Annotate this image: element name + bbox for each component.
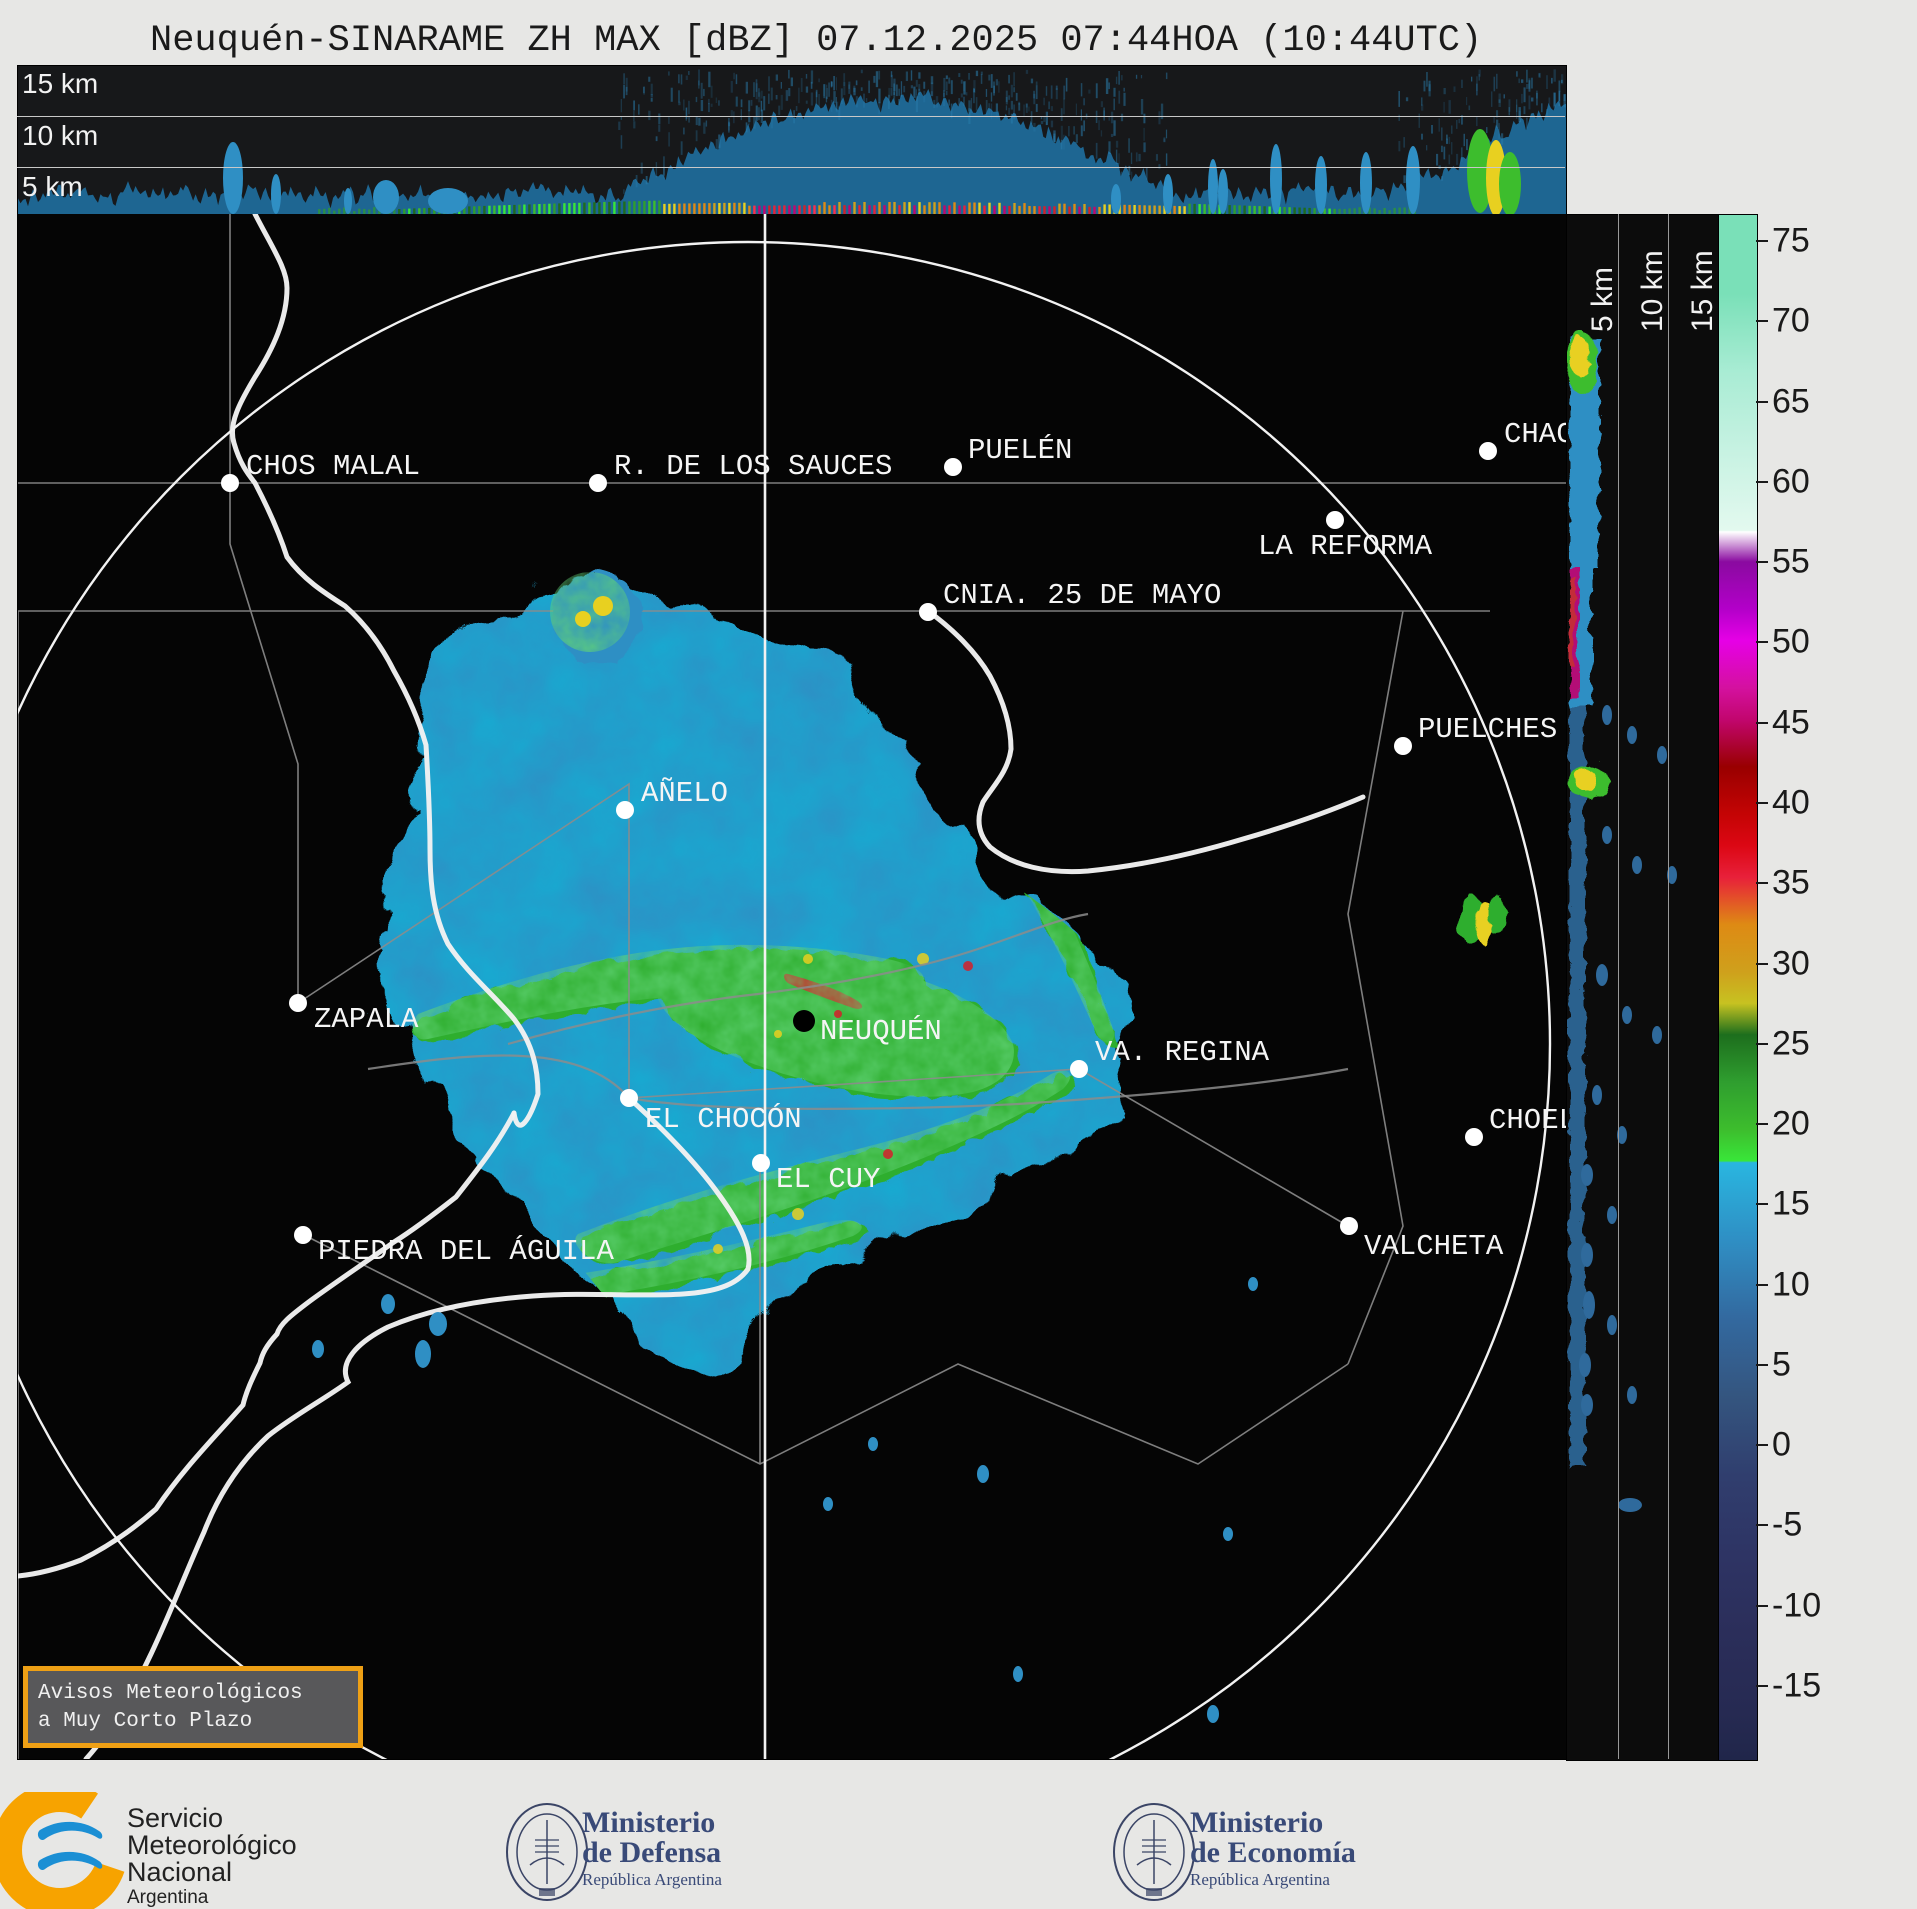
svg-text:R. DE LOS SAUCES: R. DE LOS SAUCES <box>614 450 892 483</box>
svg-text:NEUQUÉN: NEUQUÉN <box>820 1014 942 1048</box>
svg-text:Ministerio: Ministerio <box>1190 1806 1323 1839</box>
svg-text:PUELCHES: PUELCHES <box>1418 713 1557 746</box>
svg-text:Meteorológico: Meteorológico <box>127 1830 297 1860</box>
svg-text:VA. REGINA: VA. REGINA <box>1095 1036 1270 1069</box>
svg-text:Ministerio: Ministerio <box>582 1806 715 1839</box>
svg-text:República Argentina: República Argentina <box>582 1870 722 1889</box>
svg-text:Servicio: Servicio <box>127 1803 223 1833</box>
svg-text:VALCHETA: VALCHETA <box>1364 1230 1504 1263</box>
svg-text:LA REFORMA: LA REFORMA <box>1258 530 1433 563</box>
svg-text:CHACHARRAMENDI: CHACHARRAMENDI <box>1504 418 1566 451</box>
svg-text:PIEDRA DEL ÁGUILA: PIEDRA DEL ÁGUILA <box>318 1234 614 1268</box>
svg-text:EL CUY: EL CUY <box>776 1163 880 1196</box>
svg-text:CNIA. 25 DE MAYO: CNIA. 25 DE MAYO <box>943 579 1221 612</box>
svg-text:ZAPALA: ZAPALA <box>314 1003 419 1036</box>
svg-text:Argentina: Argentina <box>127 1887 209 1908</box>
svg-text:de Defensa: de Defensa <box>582 1836 721 1869</box>
svg-text:Nacional: Nacional <box>127 1857 232 1887</box>
svg-text:EL CHOCÓN: EL CHOCÓN <box>645 1102 802 1136</box>
svg-text:PUELÉN: PUELÉN <box>968 433 1072 467</box>
svg-text:República Argentina: República Argentina <box>1190 1870 1330 1889</box>
svg-text:CHOELE CHOEL: CHOELE CHOEL <box>1489 1104 1566 1137</box>
svg-text:CHOS MALAL: CHOS MALAL <box>246 450 420 483</box>
svg-text:de Economía: de Economía <box>1190 1836 1356 1869</box>
svg-text:AÑELO: AÑELO <box>641 776 728 810</box>
